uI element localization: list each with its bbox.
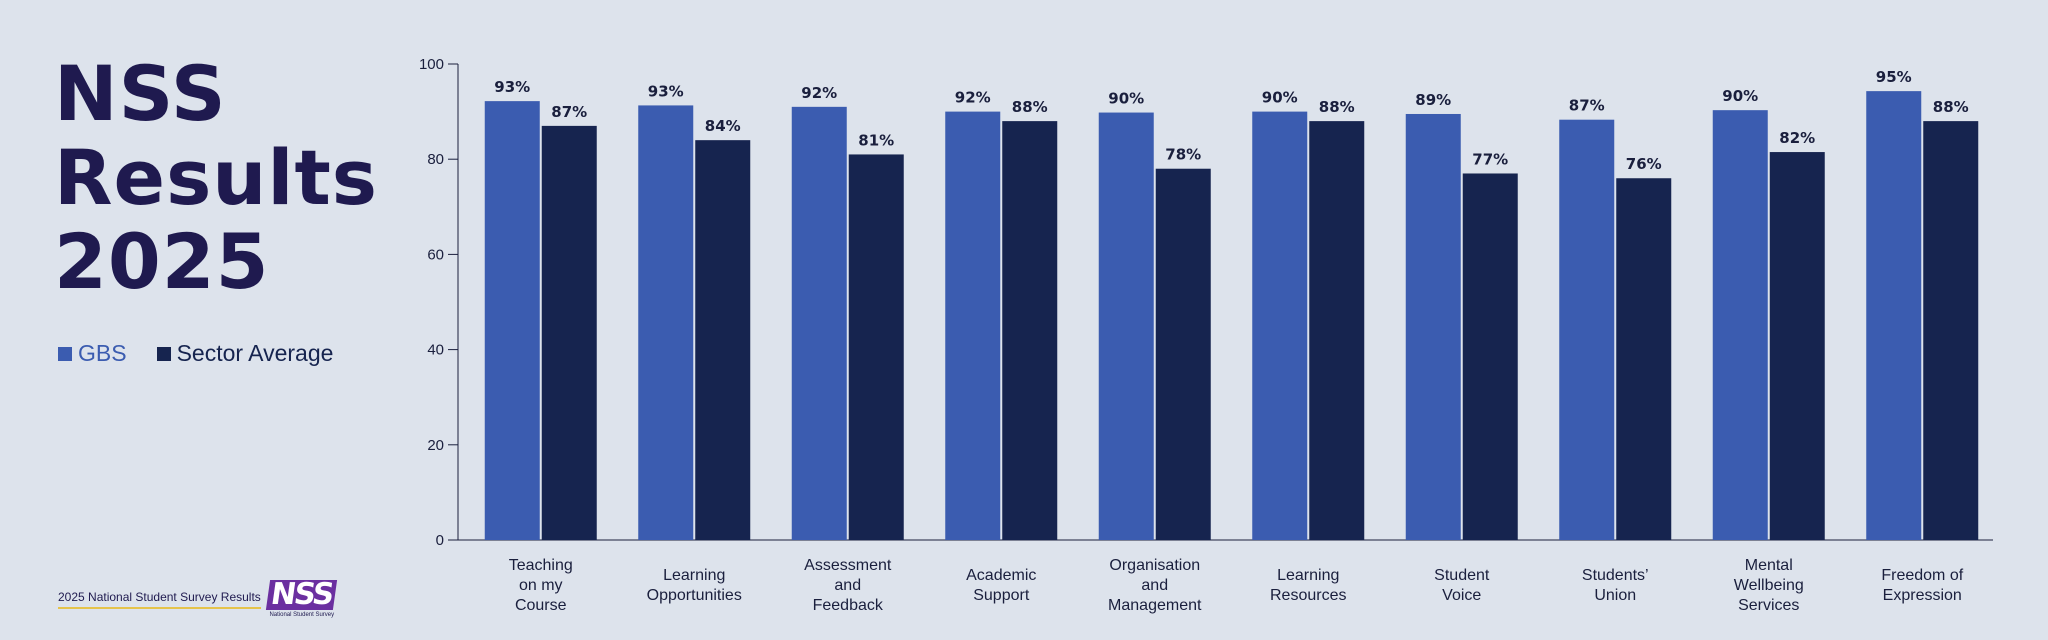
data-label: 87%: [1569, 97, 1605, 115]
bar-sector-average: [695, 140, 751, 540]
data-label: 92%: [955, 89, 991, 107]
x-tick-label: Assessment and Feedback: [778, 556, 918, 616]
bar-gbs: [791, 106, 847, 540]
title-line-1: NSS: [54, 49, 227, 138]
x-tick-label-line: Teaching: [508, 557, 573, 574]
legend-swatch-sector-average: [156, 346, 171, 361]
x-tick-label: Academic Support: [931, 566, 1071, 606]
x-tick-label-line: Academic: [966, 567, 1037, 584]
x-tick-label-line: Organisation: [1109, 557, 1201, 574]
bar-sector-average: [1769, 152, 1825, 540]
x-tick-label-line: Assessment: [804, 557, 892, 574]
footer-text: 2025 National Student Survey Results: [58, 590, 261, 609]
data-label: 81%: [858, 131, 894, 149]
data-label: 76%: [1626, 155, 1662, 173]
data-label: 90%: [1108, 90, 1144, 108]
x-tick-label-line: Freedom of: [1881, 567, 1964, 584]
x-tick-label: Freedom of Expression: [1852, 566, 1992, 606]
x-tick-label: Organisation and Management: [1085, 556, 1225, 616]
x-tick-label: Mental Wellbeing Services: [1699, 556, 1839, 616]
data-label: 93%: [494, 78, 530, 96]
x-tick-label-line: on my: [518, 577, 563, 594]
data-label: 84%: [705, 117, 741, 135]
data-label: 88%: [1012, 98, 1048, 116]
bar-gbs: [638, 105, 694, 541]
nss-logo-subtitle: National Student Survey: [269, 612, 335, 618]
bar-gbs: [1866, 91, 1922, 540]
bar-sector-average: [1309, 121, 1365, 541]
legend-item-gbs: GBS: [58, 340, 127, 367]
x-tick-label-line: Feedback: [812, 597, 883, 614]
bar-gbs: [1405, 113, 1461, 540]
x-tick-label-line: Students’: [1581, 567, 1649, 584]
x-tick-label-line: Resources: [1270, 587, 1347, 604]
bar-gbs: [945, 111, 1001, 540]
page-title: NSS Results 2025: [54, 52, 394, 304]
data-label: 87%: [551, 103, 587, 121]
data-label: 77%: [1472, 150, 1508, 168]
y-tick-label: 0: [436, 532, 444, 549]
data-label: 88%: [1933, 98, 1969, 116]
data-label: 78%: [1165, 146, 1201, 164]
x-tick-label-line: Learning: [663, 567, 726, 584]
data-label: 89%: [1415, 91, 1451, 109]
x-tick-label: Learning Resources: [1238, 566, 1378, 606]
y-tick-label: 60: [427, 246, 444, 263]
y-tick-label: 80: [427, 151, 444, 168]
x-tick-label-line: Expression: [1882, 587, 1962, 604]
legend-item-sector-average: Sector Average: [156, 340, 334, 367]
legend-swatch-gbs: [58, 346, 72, 361]
x-tick-label-line: Wellbeing: [1733, 577, 1804, 594]
nss-logo: NSS National Student Survey: [266, 577, 338, 620]
data-label: 92%: [801, 84, 837, 102]
x-tick-label-line: Mental: [1744, 557, 1793, 574]
bar-gbs: [1559, 119, 1615, 540]
x-tick-label-line: Management: [1108, 597, 1202, 614]
bar-sector-average: [1616, 178, 1672, 541]
x-tick-label-line: Voice: [1442, 587, 1482, 604]
bar-gbs: [1712, 110, 1768, 540]
x-tick-label-line: Union: [1594, 587, 1637, 604]
y-tick-label: 100: [419, 56, 444, 73]
data-label: 90%: [1262, 89, 1298, 107]
legend-label-sector-average: Sector Average: [176, 340, 334, 366]
legend-label-gbs: GBS: [78, 340, 127, 366]
x-tick-label: Students’ Union: [1545, 566, 1685, 606]
bar-gbs: [484, 101, 540, 541]
x-tick-label: Student Voice: [1392, 566, 1532, 606]
x-tick-label: Teaching on my Course: [471, 556, 611, 616]
x-tick-label-line: and: [1141, 577, 1169, 594]
data-label: 93%: [648, 82, 684, 100]
y-tick-label: 20: [427, 437, 444, 454]
bar-sector-average: [1923, 121, 1979, 541]
data-label: 95%: [1876, 68, 1912, 86]
nss-logo-mark: NSS: [266, 577, 338, 612]
bar-gbs: [1098, 112, 1154, 540]
chart-legend: GBS Sector Average: [58, 340, 363, 367]
x-tick-label-line: Course: [514, 597, 567, 614]
title-line-3: 2025: [54, 217, 270, 306]
x-tick-label: Learning Opportunities: [624, 566, 764, 606]
x-tick-label-line: Learning: [1277, 567, 1340, 584]
bar-sector-average: [1155, 168, 1211, 540]
y-tick-label: 40: [427, 342, 444, 359]
footer: 2025 National Student Survey Results NSS…: [58, 577, 338, 620]
data-label: 90%: [1722, 87, 1758, 105]
data-label: 88%: [1319, 98, 1355, 116]
bar-sector-average: [1462, 173, 1518, 541]
x-tick-label-line: Support: [973, 587, 1030, 604]
bar-gbs: [1252, 111, 1308, 540]
x-tick-label-line: and: [834, 577, 862, 594]
x-tick-label-line: Student: [1434, 567, 1490, 584]
x-tick-label-line: Opportunities: [646, 587, 742, 604]
bar-sector-average: [541, 125, 597, 540]
title-line-2: Results: [54, 133, 379, 222]
bar-sector-average: [1002, 121, 1058, 541]
bar-sector-average: [848, 154, 904, 540]
data-label: 82%: [1779, 129, 1815, 147]
x-tick-label-line: Services: [1738, 597, 1800, 614]
